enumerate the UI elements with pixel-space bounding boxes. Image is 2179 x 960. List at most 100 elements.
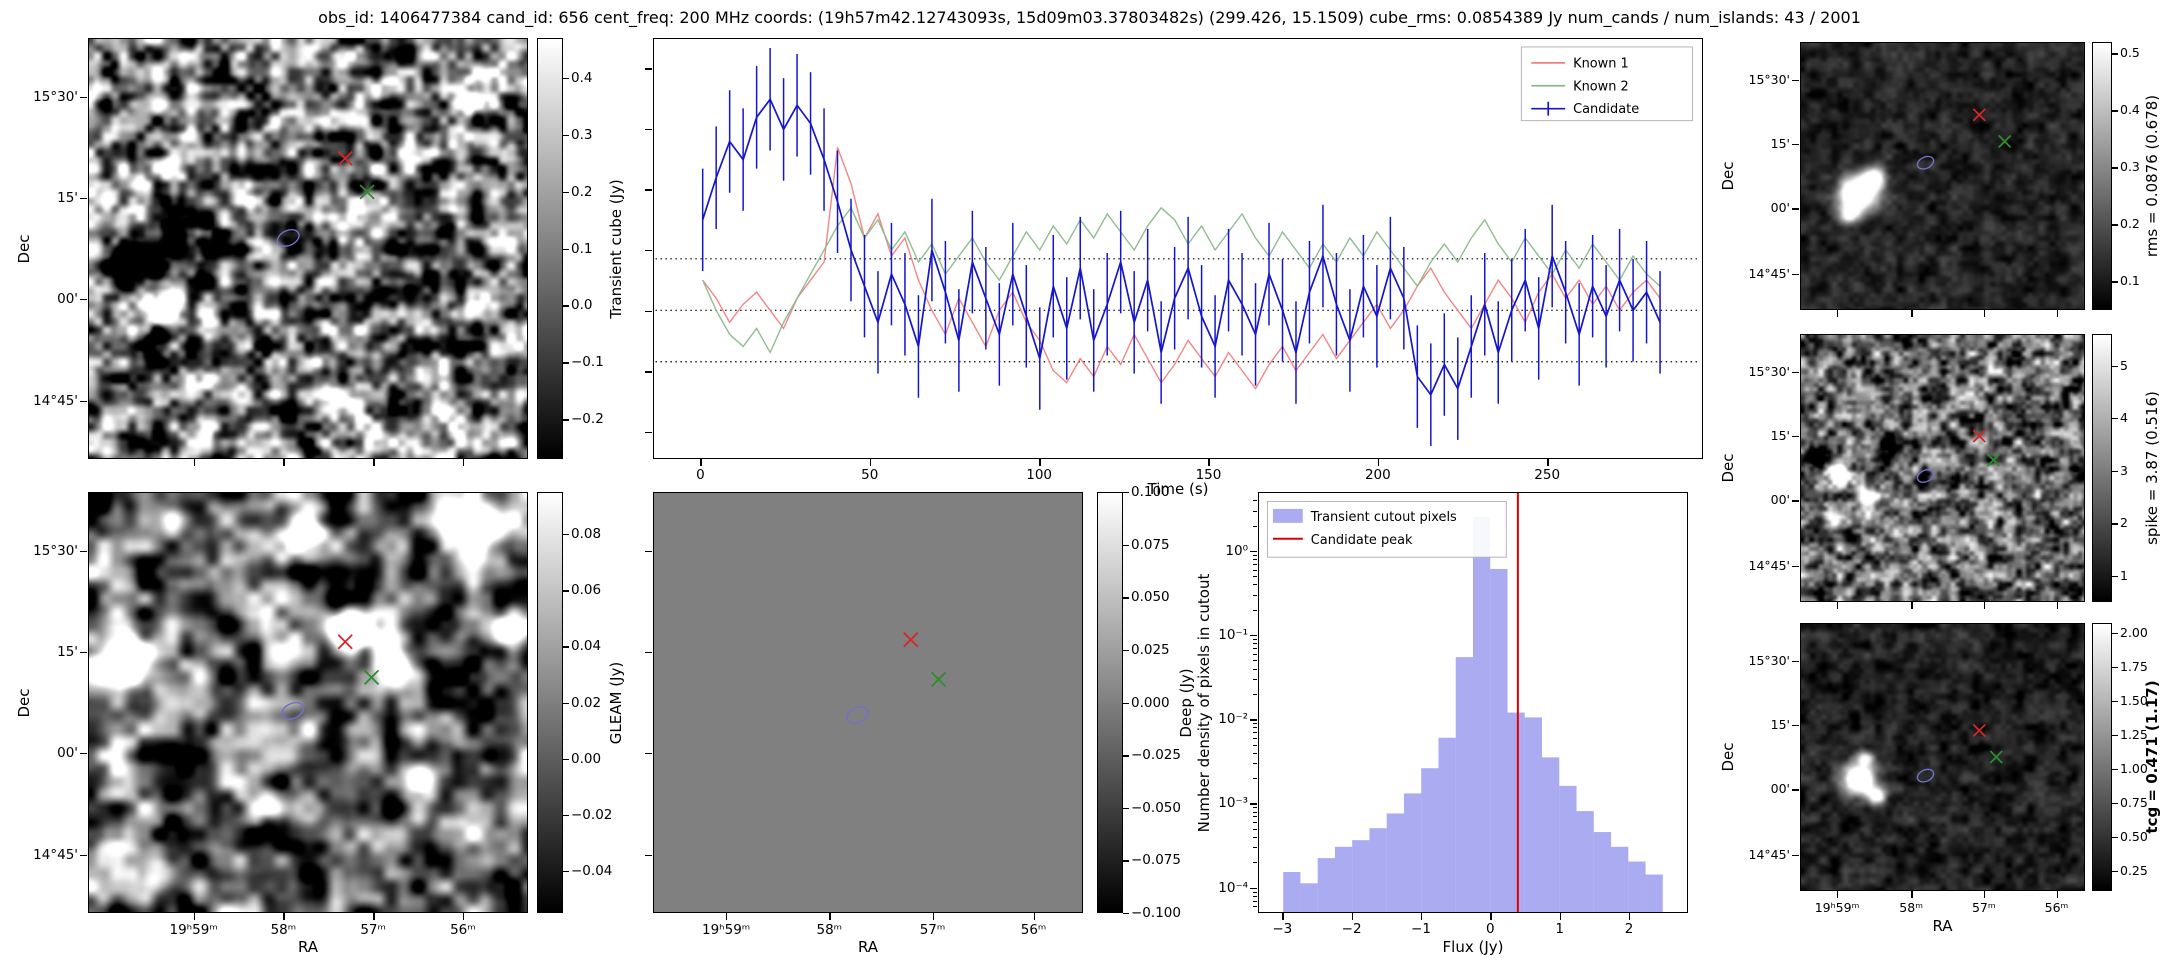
tick-mark (1983, 310, 1986, 317)
figure-title: obs_id: 1406477384 cand_id: 656 cent_fre… (318, 8, 1861, 27)
panel-lightcurve: Known 1 Known 2 Candidate (653, 38, 1703, 459)
spike-markers-overlay (1916, 429, 2001, 483)
tick-mark (645, 753, 652, 755)
rms-markers-overlay (1916, 108, 2012, 170)
colorbar-tick-label: 1.25 (2120, 726, 2148, 742)
tick-mark (2112, 768, 2118, 770)
tick-mark (1123, 913, 1129, 915)
tick-mark (1253, 660, 1257, 662)
tick-mark (1792, 208, 1799, 210)
histogram-bar (1542, 757, 1560, 912)
colorbar-label-rms: rms = 0.0876 (0.678) (2143, 94, 2161, 258)
flux-tick-label: 0 (1486, 921, 1495, 937)
tick-mark (1792, 789, 1799, 791)
tick-mark (1377, 459, 1380, 466)
tick-mark (1253, 807, 1257, 809)
ra-tick-label: 56ᵐ (2044, 900, 2069, 915)
dec-axis-label: Dec (15, 233, 33, 264)
tick-mark (373, 913, 375, 920)
density-tick-label: 10⁰ (1225, 542, 1248, 559)
red-x-marker (1972, 108, 1986, 122)
dec-tick-label: 14°45' (1748, 846, 1791, 862)
colorbar-label-gleam: GLEAM (Jy) (607, 661, 625, 744)
time-tick-label: 250 (1534, 467, 1561, 483)
tick-mark (1253, 891, 1257, 893)
panel-rms (1800, 42, 2085, 310)
legend-entry-label: Candidate (1573, 102, 1639, 117)
colorbar-tick-label: 1.75 (2120, 658, 2148, 674)
tick-mark (1253, 732, 1257, 734)
density-tick-label: 10⁻² (1218, 711, 1248, 728)
tick-mark (1123, 492, 1129, 494)
tick-mark (645, 431, 652, 434)
tick-mark (563, 305, 569, 307)
dec-tick-label: 00' (1770, 200, 1790, 216)
dec-tick-label: 14°45' (33, 846, 78, 863)
tick-mark (1253, 723, 1257, 725)
panel-tcg (1800, 623, 2085, 891)
ra-tick-label: 56ᵐ (1020, 922, 1047, 938)
tick-mark (1253, 638, 1257, 640)
flux-tick-label: −3 (1272, 921, 1293, 937)
histogram-bar (1369, 828, 1387, 912)
tick-mark (645, 310, 652, 312)
candidate-ellipse-marker (846, 706, 869, 724)
colorbar-tick-label: −0.075 (1131, 852, 1181, 869)
tick-mark (645, 651, 652, 654)
histogram-bar (1403, 793, 1422, 912)
flux-axis-label: Flux (Jy) (1442, 938, 1504, 956)
tick-mark (645, 371, 652, 373)
tick-mark (2056, 602, 2058, 609)
colorbar-tick-label: 0.3 (571, 126, 593, 143)
tick-mark (283, 913, 285, 920)
tick-mark (645, 550, 652, 553)
tick-mark (2112, 632, 2118, 634)
tick-mark (645, 189, 652, 191)
tick-mark (1792, 854, 1799, 857)
tick-mark (1911, 891, 1913, 898)
ra-tick-label: 57ᵐ (1971, 900, 1996, 915)
colorbar-tick-label: 2.00 (2120, 624, 2148, 640)
tick-mark (1253, 648, 1257, 650)
dec-tick-label: 15°30' (33, 542, 78, 559)
dec-tick-label: 14°45' (1748, 557, 1791, 573)
density-axis-label: Number density of pixels in cutout (1195, 573, 1213, 832)
ra-tick-label: 58ᵐ (270, 922, 297, 938)
colorbar-tick-label: 0.4 (2120, 102, 2140, 118)
colorbar-tick-label: 0.4 (571, 69, 593, 86)
tick-mark (1253, 693, 1257, 695)
tick-mark (193, 459, 195, 466)
colorbar-tick-label: 0.50 (2120, 828, 2148, 844)
tcg-image (1801, 624, 2084, 890)
dec-axis-label: Dec (15, 687, 33, 718)
colorbar-tick-label: 0.075 (1131, 536, 1170, 553)
gleam-markers-overlay (281, 634, 380, 720)
flux-tick-label: −2 (1341, 921, 1362, 937)
time-tick-label: 0 (696, 467, 705, 483)
candidate-ellipse-marker (1916, 155, 1935, 170)
red-x-marker (1972, 723, 1986, 737)
colorbar-tick-label: −0.2 (571, 411, 604, 428)
tick-mark (1253, 862, 1257, 864)
histogram-bar (1593, 832, 1612, 912)
tick-mark (1250, 550, 1257, 553)
colorbar-label-tcg: tcg = 0.471 (1.17) (2143, 680, 2161, 834)
histogram-bar (1283, 872, 1301, 912)
legend-entry-label: Transient cutout pixels (1310, 510, 1457, 525)
tick-mark (2112, 365, 2118, 367)
tick-mark (1253, 836, 1257, 838)
tick-mark (1253, 737, 1257, 739)
colorbar-tick-label: −0.025 (1131, 747, 1181, 764)
tick-mark (1911, 310, 1913, 317)
histogram-bar (1438, 737, 1456, 912)
panel-transient_cube (88, 38, 528, 459)
tick-mark (1792, 435, 1799, 438)
series-line-candidate (701, 97, 1661, 397)
transient_cube-markers-overlay (276, 150, 375, 248)
time-axis-label: Time (s) (1147, 480, 1209, 498)
tick-mark (1282, 913, 1284, 920)
histogram-bar (1611, 846, 1629, 912)
tick-mark (1253, 778, 1257, 780)
colorbar-rms (2092, 42, 2112, 310)
tick-mark (1792, 500, 1799, 502)
